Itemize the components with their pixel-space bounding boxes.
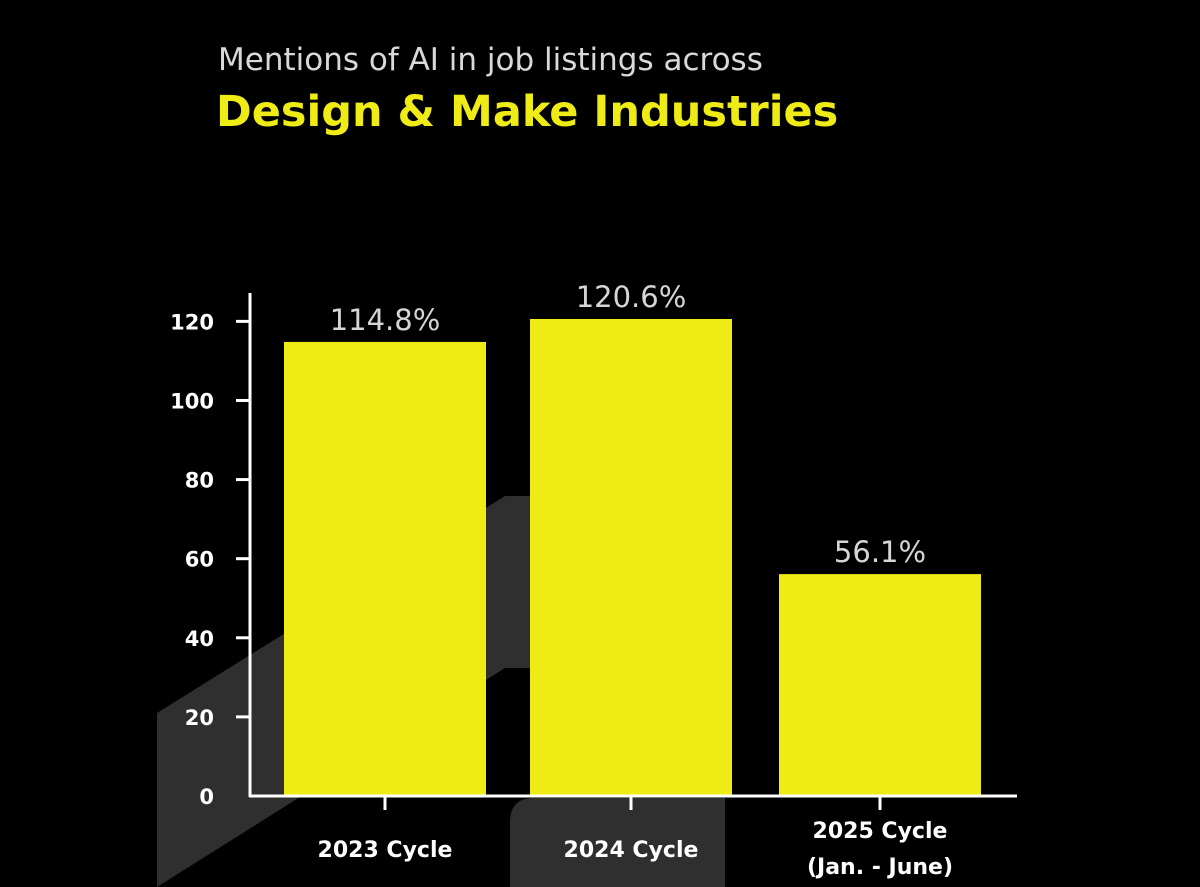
chart-subtitle: Mentions of AI in job listings across	[218, 42, 763, 78]
y-tick-label: 40	[185, 627, 214, 651]
chart-title: Design & Make Industries	[216, 87, 838, 137]
y-tick-label: 60	[185, 548, 214, 572]
y-tick-label: 80	[185, 469, 214, 493]
data-label: 120.6%	[576, 280, 687, 314]
bar	[284, 341, 486, 796]
bar	[530, 319, 732, 796]
decor-panel-shape	[510, 798, 725, 887]
axes-group: 0 20 40 60 80 100 120 2023 Cycle 2024 Cycle 2025 …	[170, 293, 1017, 880]
bars-group	[284, 319, 981, 796]
y-tick-label: 100	[170, 389, 214, 413]
data-label: 114.8%	[330, 303, 441, 337]
y-tick-label: 20	[185, 706, 214, 730]
data-labels-group: 114.8% 120.6% 56.1%	[330, 280, 926, 569]
data-label: 56.1%	[834, 535, 926, 569]
bar	[779, 574, 981, 796]
x-tick-label: 2024 Cycle	[564, 838, 699, 863]
x-tick-label: 2025 Cycle	[813, 819, 948, 844]
y-tick-label: 0	[199, 785, 214, 809]
y-tick-label: 120	[170, 310, 214, 334]
x-tick-label: 2023 Cycle	[318, 838, 453, 863]
x-tick-label: (Jan. - June)	[807, 855, 953, 880]
